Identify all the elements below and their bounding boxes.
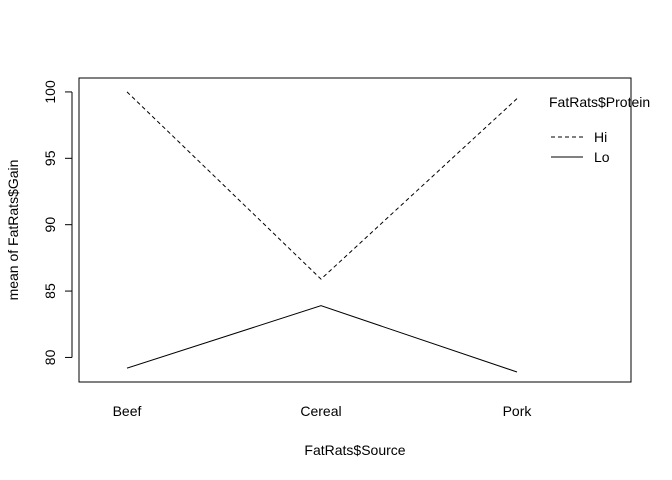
legend-label-lo: Lo	[594, 149, 610, 165]
y-axis-label: mean of FatRats$Gain	[5, 160, 21, 301]
legend-title: FatRats$Protein	[549, 94, 650, 110]
y-tick-label: 90	[42, 217, 58, 233]
y-tick-label: 100	[42, 80, 58, 104]
plot-frame	[78, 77, 632, 383]
x-tick-label: Cereal	[300, 403, 341, 419]
x-axis-label: FatRats$Source	[304, 442, 405, 458]
y-tick-label: 95	[42, 150, 58, 166]
y-tick-label: 80	[42, 349, 58, 365]
legend: FatRats$Protein Hi Lo	[549, 94, 650, 165]
y-tick-label: 85	[42, 283, 58, 299]
series-line-hi	[126, 91, 518, 280]
x-tick-label: Beef	[113, 403, 142, 419]
x-tick-label: Pork	[503, 403, 533, 419]
series-lines	[126, 91, 518, 373]
x-axis-tick-labels: Beef Cereal Pork	[113, 403, 533, 419]
series-line-lo	[126, 305, 518, 373]
y-axis: 80 85 90 95 100	[42, 80, 73, 365]
legend-label-hi: Hi	[594, 129, 607, 145]
